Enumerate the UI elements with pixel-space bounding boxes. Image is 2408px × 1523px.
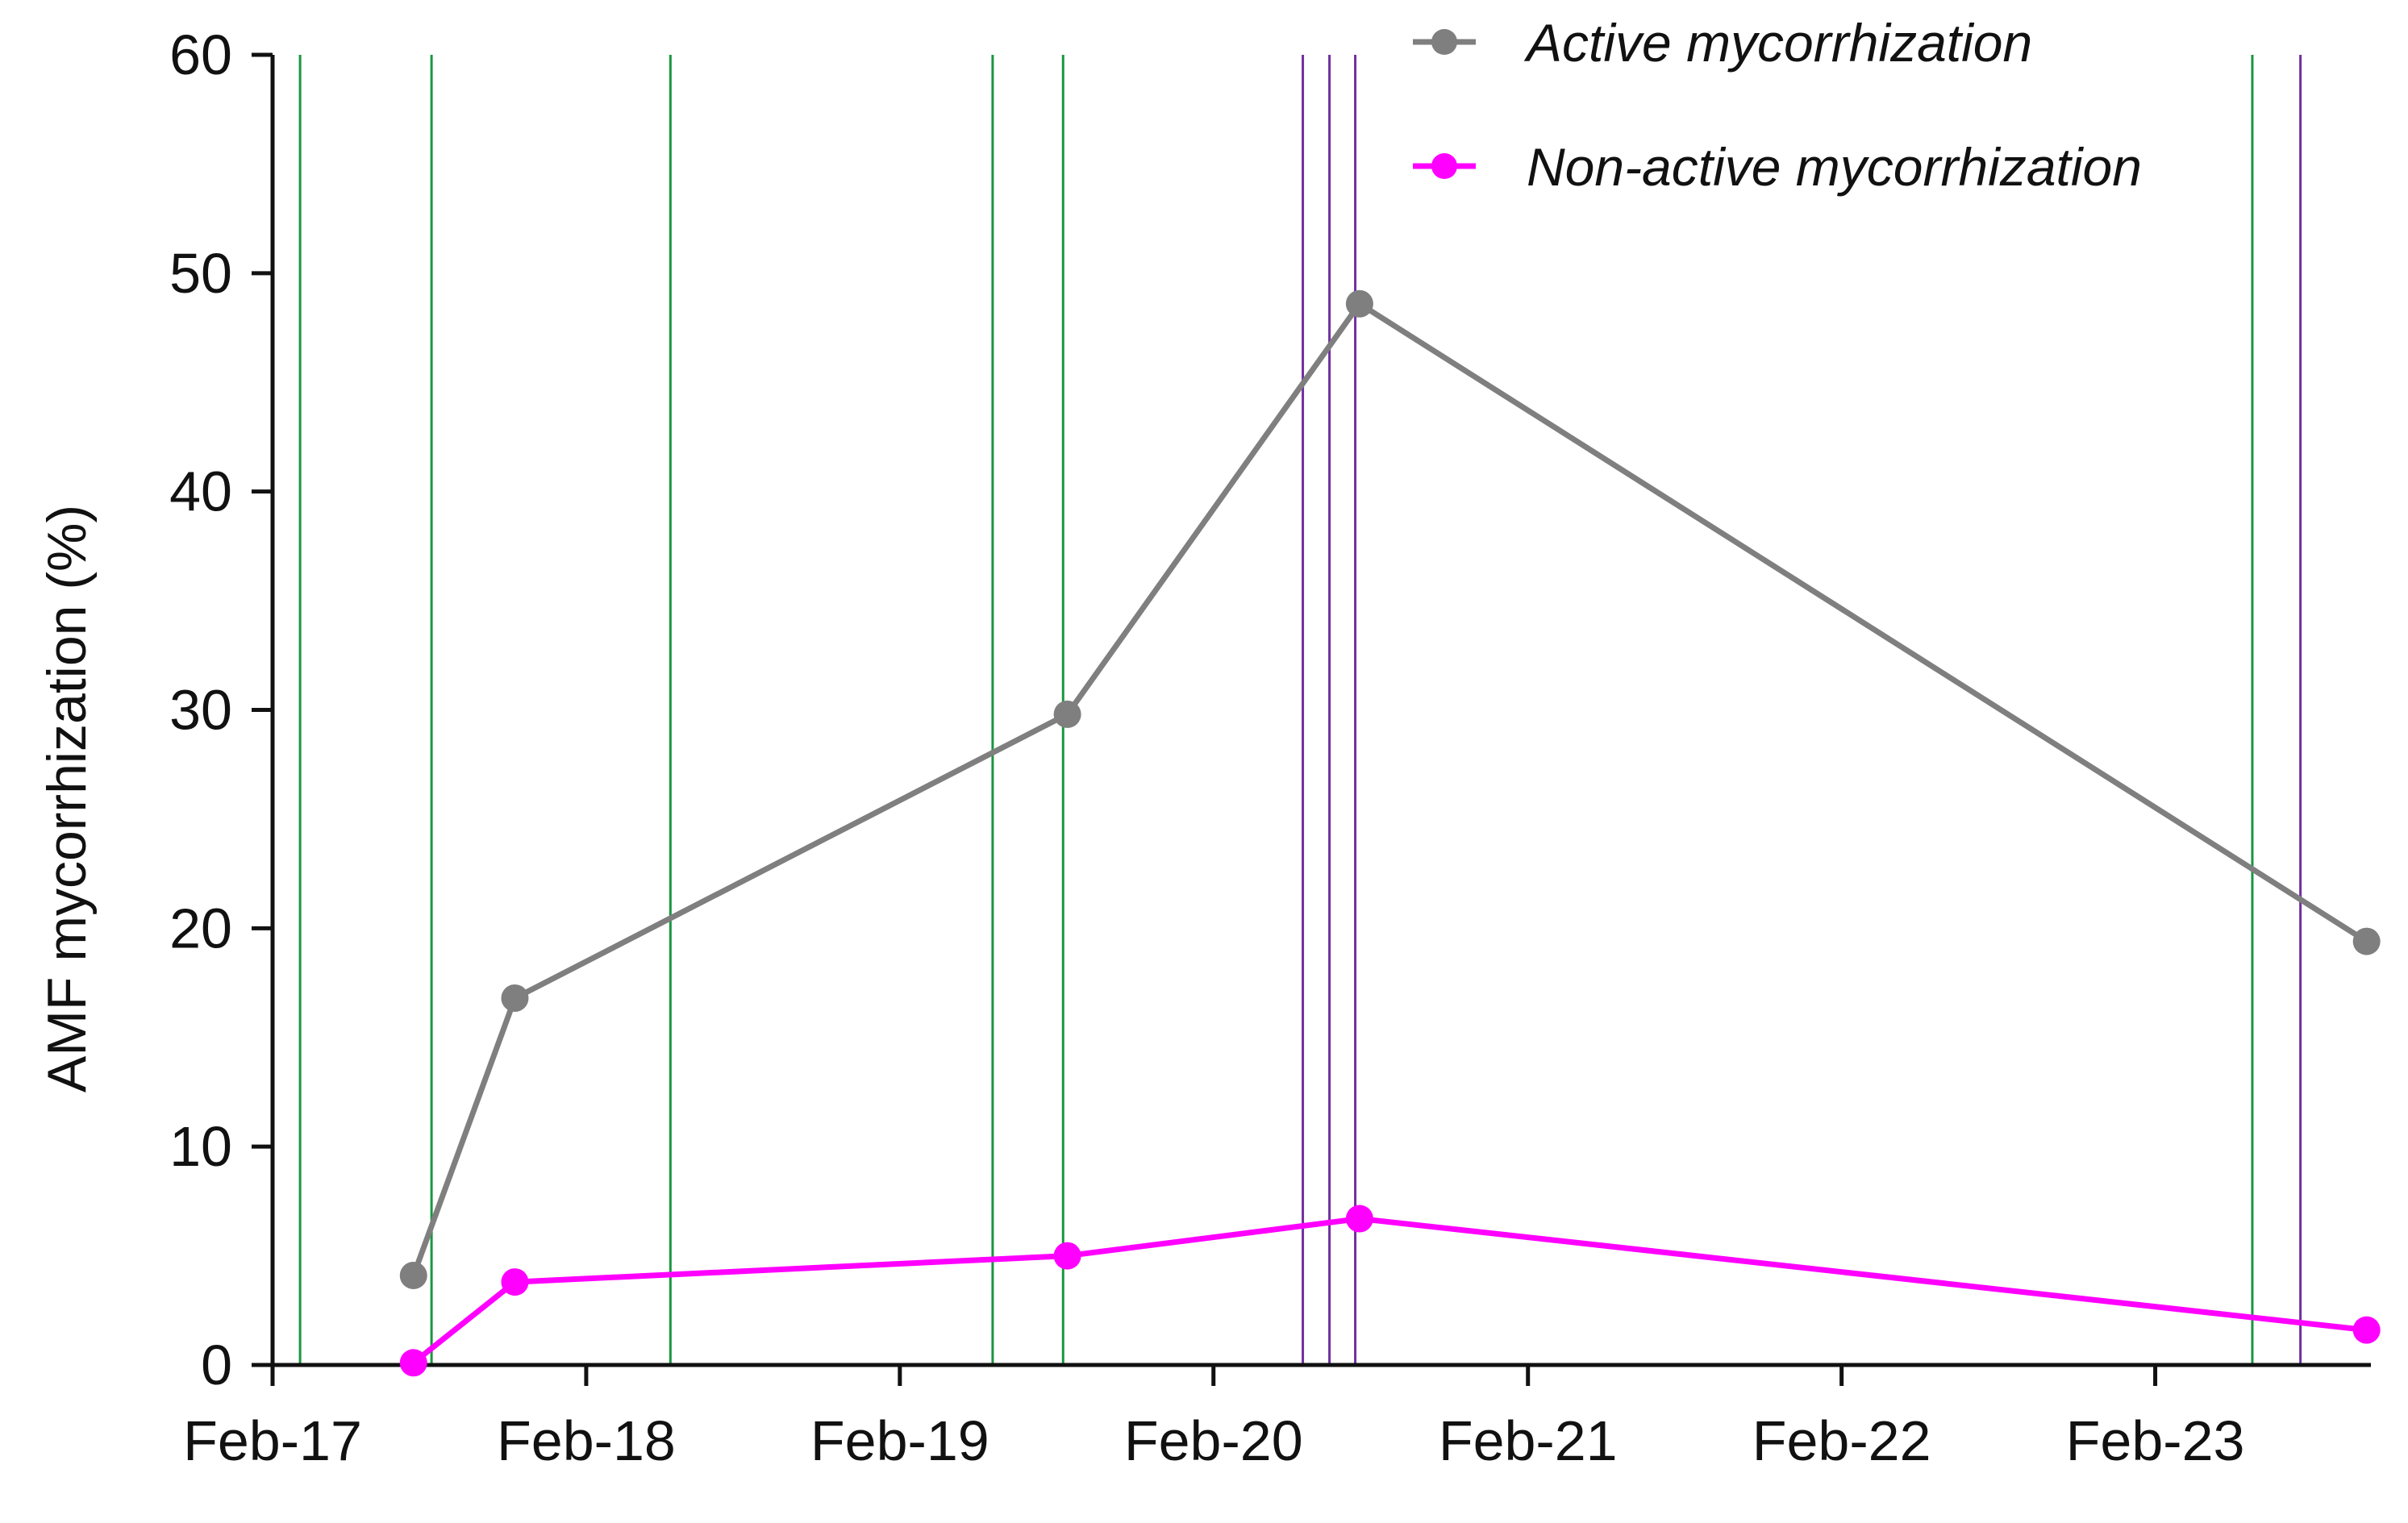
legend: Active mycorrhization Non-active mycorrhi… bbox=[1413, 13, 2142, 197]
y-tick-label: 20 bbox=[169, 897, 232, 959]
y-axis-ticks: 0 10 20 30 40 50 60 bbox=[169, 23, 273, 1396]
series-line bbox=[410, 301, 2370, 1279]
y-tick-label: 30 bbox=[169, 679, 232, 742]
x-tick-label: Feb-17 bbox=[183, 1409, 362, 1472]
data-point bbox=[399, 1349, 427, 1377]
legend-swatch-marker bbox=[1431, 29, 1457, 55]
legend-label: Active mycorrhization bbox=[1523, 13, 2032, 73]
data-point bbox=[501, 984, 529, 1012]
x-axis-ticks: Feb-17 Feb-18 Feb-19 Feb-20 Feb-21 Feb-22 Feb-… bbox=[183, 1365, 2244, 1472]
y-tick-label: 50 bbox=[169, 242, 232, 305]
legend-item: Active mycorrhization bbox=[1413, 13, 2032, 73]
data-point bbox=[1345, 1205, 1373, 1233]
data-point bbox=[2352, 1316, 2381, 1344]
data-point bbox=[1345, 289, 1373, 318]
y-tick-label: 60 bbox=[169, 23, 232, 86]
data-point bbox=[1053, 1242, 1081, 1270]
y-tick-label: 10 bbox=[169, 1115, 232, 1178]
x-tick-label: Feb-21 bbox=[1439, 1409, 1618, 1472]
y-tick-label: 0 bbox=[201, 1334, 232, 1396]
x-tick-label: Feb-23 bbox=[2066, 1409, 2245, 1472]
x-tick-label: Feb-19 bbox=[810, 1409, 989, 1472]
y-axis-title: AMF mycorrhization (%) bbox=[36, 505, 98, 1092]
legend-item: Non-active mycorrhization bbox=[1413, 137, 2142, 197]
legend-label: Non-active mycorrhization bbox=[1527, 137, 2142, 197]
legend-swatch-marker bbox=[1431, 153, 1457, 179]
data-point bbox=[2352, 927, 2381, 955]
series-1 bbox=[399, 289, 2381, 1289]
x-tick-label: Feb-20 bbox=[1124, 1409, 1303, 1472]
series-2 bbox=[399, 1205, 2381, 1377]
series-line bbox=[410, 1216, 2370, 1366]
series-group bbox=[399, 289, 2381, 1377]
y-tick-label: 40 bbox=[169, 460, 232, 523]
data-point bbox=[399, 1261, 427, 1289]
data-point bbox=[501, 1268, 529, 1296]
axes bbox=[270, 55, 2371, 1367]
x-tick-label: Feb-22 bbox=[1752, 1409, 1931, 1472]
data-point bbox=[1053, 700, 1081, 728]
x-tick-label: Feb-18 bbox=[497, 1409, 676, 1472]
